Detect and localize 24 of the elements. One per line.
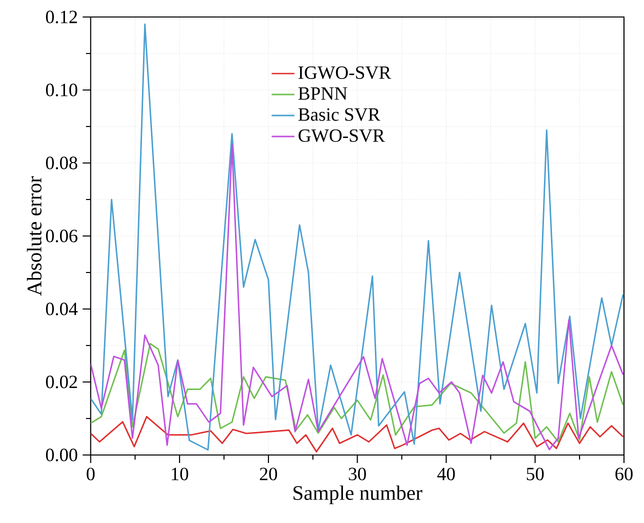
line-series [90,24,624,451]
legend-label: BPNN [298,87,348,100]
x-tick-label: 0 [86,468,95,480]
x-tick-label: 40 [437,468,455,480]
y-tick-label: 0.10 [46,84,78,96]
y-tick-label: 0.12 [46,10,77,24]
y-tick-label: 0.06 [46,230,78,242]
legend-label: IGWO-SVR [298,66,392,80]
line-series [90,144,624,450]
x-tick-label: 10 [172,468,188,480]
y-tick-label: 0.08 [46,156,78,170]
y-axis-title: Absolute error [26,176,42,296]
x-tick-label: 60 [615,468,633,480]
x-tick-label: 30 [348,468,366,480]
y-tick-label: 0.02 [46,376,77,388]
legend-label: GWO-SVR [298,129,385,142]
x-tick-label: 20 [260,468,278,480]
line-series [90,416,624,452]
x-tick-label: 50 [526,468,544,480]
legend-label: Basic SVR [298,108,380,121]
y-tick-label: 0.04 [46,302,78,316]
x-axis-title: Sample number [294,485,422,504]
y-tick-label: 0.00 [46,448,78,462]
line-series [90,342,624,443]
